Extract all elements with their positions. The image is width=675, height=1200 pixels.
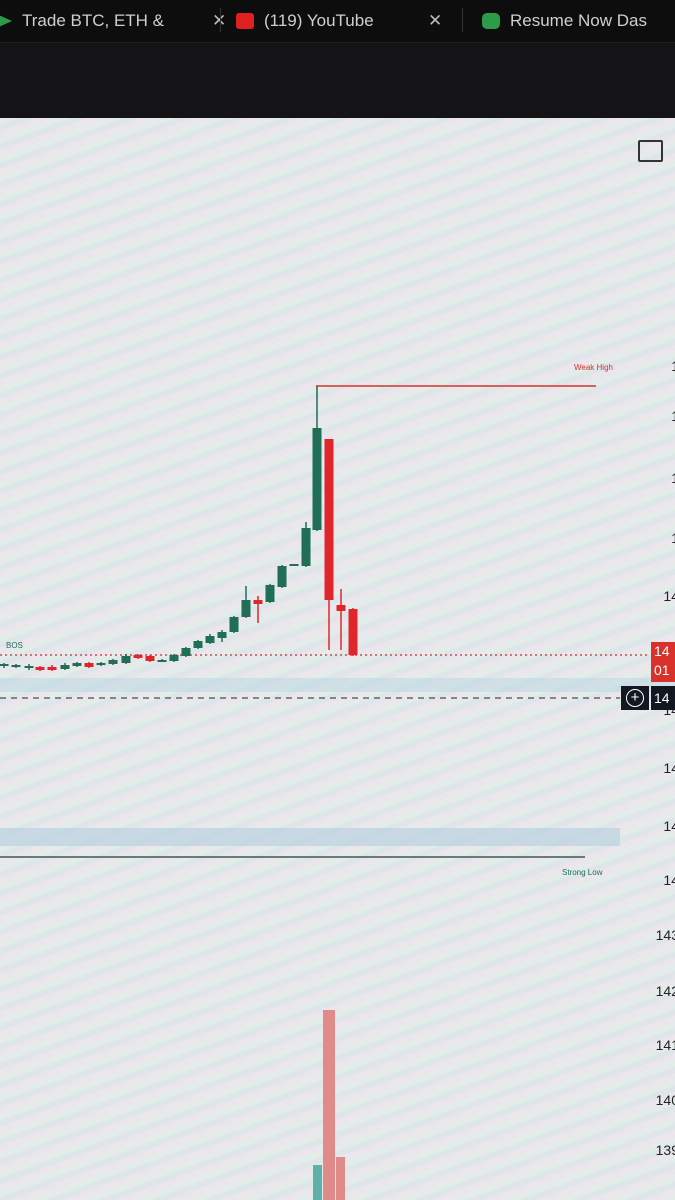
price-axis-label: 1 [671, 530, 675, 546]
exchange-logo-icon [0, 13, 12, 29]
bullish-candle [96, 663, 106, 665]
bullish-candle [229, 617, 239, 632]
browser-tab[interactable]: Trade BTC, ETH & ✕ [0, 8, 226, 34]
price-axis-label: 14 [663, 702, 675, 718]
bullish-candle [241, 600, 251, 617]
volume-bar [323, 1010, 335, 1200]
bearish-candle [324, 439, 334, 600]
tab-title: Trade BTC, ETH & [22, 11, 165, 30]
bullish-candle [265, 585, 275, 602]
strong-low-label: Strong Low [562, 868, 603, 877]
bos-label: BOS [6, 641, 23, 650]
price-axis-label: 14 [663, 588, 675, 604]
bullish-candle [0, 664, 9, 666]
bullish-candle [24, 666, 34, 668]
bullish-candle [11, 665, 21, 667]
chart-maximize-icon[interactable] [638, 140, 663, 162]
bullish-candle [121, 656, 131, 663]
bullish-candle [181, 648, 191, 656]
browser-tab[interactable]: Resume Now Das [482, 8, 647, 34]
price-axis-label: 14 [663, 872, 675, 888]
bullish-candle [108, 660, 118, 664]
price-axis-label: 139 [655, 1142, 675, 1158]
bearish-candle [253, 600, 263, 604]
tab-title: Resume Now Das [510, 11, 647, 30]
price-axis-label: 14 [663, 818, 675, 834]
bullish-candle [193, 641, 203, 648]
weak-high-label: Weak High [574, 363, 613, 372]
bearish-candle [47, 667, 57, 670]
volume-bar [313, 1165, 322, 1200]
bullish-candle [205, 636, 215, 643]
price-axis-label: 143 [655, 927, 675, 943]
volume-bar [336, 1157, 345, 1200]
bearish-candle [133, 655, 143, 658]
close-tab-icon[interactable]: ✕ [212, 11, 226, 31]
highlight-band [0, 828, 620, 846]
plus-icon: + [626, 689, 644, 707]
bullish-candle [289, 564, 299, 566]
bullish-candle [60, 665, 70, 669]
price-axis-label: 141 [655, 1037, 675, 1053]
price-axis-label: 140 [655, 1092, 675, 1108]
bullish-candle [169, 655, 179, 661]
price-chart[interactable]: Weak High BOS Strong Low 111114141414141… [0, 118, 675, 1200]
bullish-candle [217, 632, 227, 638]
browser-tab-bar: Trade BTC, ETH & ✕ (119) YouTube ✕ Resum… [0, 0, 675, 42]
bearish-candle [145, 656, 155, 661]
price-axis-label: 1 [671, 470, 675, 486]
last-price-badge: 14 01 [651, 642, 675, 682]
price-axis-label: 1 [671, 408, 675, 424]
candlestick-plot [0, 385, 675, 1200]
resume-now-icon [482, 13, 500, 29]
close-tab-icon[interactable]: ✕ [428, 11, 443, 30]
bullish-candle [72, 663, 82, 666]
price-axis-label: 142 [655, 983, 675, 999]
youtube-icon [236, 13, 254, 29]
add-alert-button[interactable]: + [621, 686, 649, 710]
price-axis-label: 1 [671, 358, 675, 374]
browser-toolbar [0, 42, 675, 118]
bullish-candle [312, 428, 322, 530]
bullish-candle [277, 566, 287, 587]
bearish-candle [336, 605, 346, 611]
bullish-candle [157, 660, 167, 662]
highlight-band [0, 678, 675, 692]
bearish-candle [84, 663, 94, 667]
bearish-candle [348, 609, 358, 655]
tab-title: (119) YouTube [264, 11, 374, 30]
price-axis-label: 14 [663, 760, 675, 776]
browser-tab[interactable]: (119) YouTube ✕ [236, 8, 442, 34]
crosshair-price-badge: 14 [651, 686, 675, 710]
bullish-candle [301, 528, 311, 566]
bearish-candle [35, 667, 45, 670]
